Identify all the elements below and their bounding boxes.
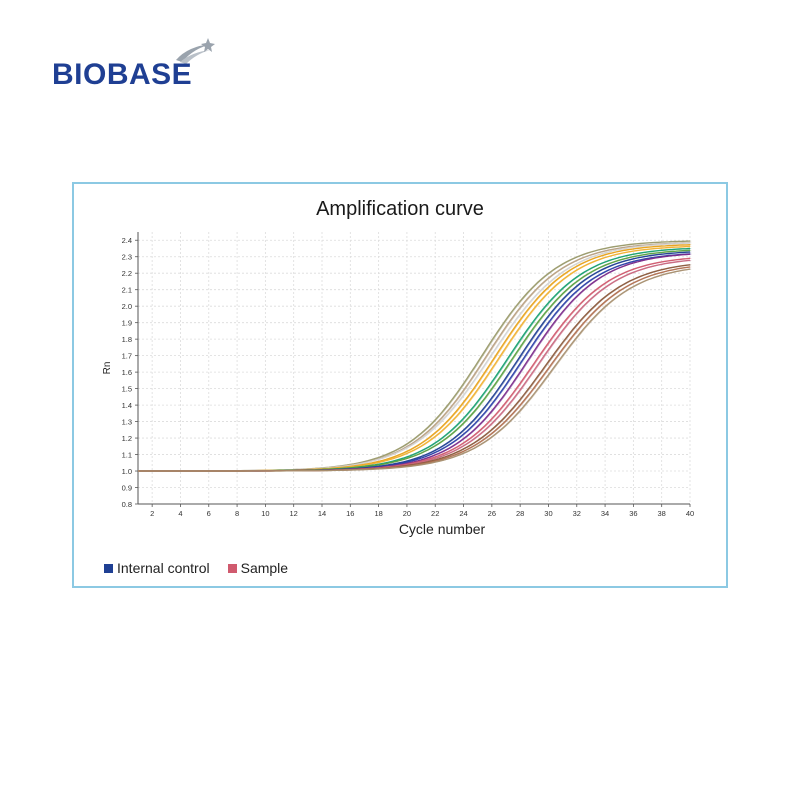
x-tick-label: 12 bbox=[290, 509, 298, 518]
y-tick-label: 1.1 bbox=[122, 451, 132, 460]
series-line-replicate bbox=[139, 260, 692, 472]
y-tick-label: 1.7 bbox=[122, 352, 132, 361]
legend-item-internal-control: Internal control bbox=[104, 560, 210, 576]
chart-panel: Amplification curve 0.8 0.9 1.0 1.1 1.2 1.3 1.… bbox=[72, 182, 728, 588]
series-line-replicate bbox=[139, 268, 692, 472]
y-tick-label: 1.5 bbox=[122, 385, 132, 394]
series-line-replicate bbox=[139, 264, 692, 472]
swoosh-star-logo-icon bbox=[176, 38, 215, 64]
x-tick-label: 8 bbox=[235, 509, 239, 518]
y-tick-label: 1.0 bbox=[122, 467, 132, 476]
chart-legend: Internal control Sample bbox=[104, 558, 306, 578]
x-tick-label: 14 bbox=[318, 509, 326, 518]
legend-label-sample: Sample bbox=[240, 560, 289, 576]
x-tick-label: 40 bbox=[686, 509, 694, 518]
brand-name: BIOBASE bbox=[52, 58, 193, 91]
x-tick-label: 2 bbox=[150, 509, 154, 518]
x-tick-label: 10 bbox=[261, 509, 269, 518]
series-line bbox=[138, 244, 691, 472]
y-tick-label: 2.3 bbox=[122, 253, 132, 262]
x-tick-label: 18 bbox=[374, 509, 382, 518]
brand-logo: BIOBASE bbox=[52, 36, 222, 96]
x-tick-label: 34 bbox=[601, 509, 609, 518]
series-line-replicate bbox=[139, 244, 692, 472]
y-tick-label: 2.1 bbox=[122, 286, 132, 295]
legend-item-sample: Sample bbox=[227, 560, 289, 576]
y-tick-label: 0.9 bbox=[122, 484, 132, 493]
series-line bbox=[138, 242, 691, 472]
legend-label-internal-control: Internal control bbox=[117, 560, 210, 576]
series-line-replicate bbox=[139, 242, 692, 472]
x-tick-label: 4 bbox=[178, 509, 182, 518]
y-tick-label: 2.0 bbox=[122, 302, 132, 311]
series-line-replicate bbox=[139, 242, 692, 472]
legend-swatch-internal-control bbox=[104, 563, 113, 573]
x-tick-label: 20 bbox=[403, 509, 411, 518]
x-tick-label: 22 bbox=[431, 509, 439, 518]
x-tick-label: 24 bbox=[459, 509, 467, 518]
x-tick-label: 6 bbox=[207, 509, 211, 518]
chart-title: Amplification curve bbox=[316, 198, 484, 220]
y-tick-label: 1.4 bbox=[122, 401, 132, 410]
y-tick-label: 1.6 bbox=[122, 368, 132, 377]
y-tick-label: 1.3 bbox=[122, 418, 132, 427]
x-tick-label: 36 bbox=[629, 509, 637, 518]
series-line bbox=[138, 240, 691, 472]
y-axis-label: Rn bbox=[102, 362, 113, 375]
x-tick-label: 38 bbox=[658, 509, 666, 518]
x-tick-label: 26 bbox=[488, 509, 496, 518]
legend-swatch-sample bbox=[227, 563, 237, 573]
y-tick-label: 1.2 bbox=[122, 434, 132, 443]
x-tick-label: 16 bbox=[346, 509, 354, 518]
y-tick-label: 1.9 bbox=[122, 319, 132, 328]
x-tick-label: 30 bbox=[544, 509, 552, 518]
x-axis-label: Cycle number bbox=[399, 521, 486, 537]
x-tick-label: 32 bbox=[573, 509, 581, 518]
series-line bbox=[138, 242, 691, 472]
y-tick-label: 0.8 bbox=[122, 500, 132, 509]
series-line bbox=[138, 245, 691, 472]
series-line-replicate bbox=[139, 266, 692, 472]
series-line-replicate bbox=[139, 240, 692, 472]
y-tick-label: 1.8 bbox=[122, 335, 132, 344]
y-tick-label: 2.2 bbox=[122, 269, 132, 278]
y-tick-label: 2.4 bbox=[122, 236, 132, 245]
series-line bbox=[138, 266, 691, 472]
x-tick-label: 28 bbox=[516, 509, 524, 518]
amplification-chart: 0.8 0.9 1.0 1.1 1.2 1.3 1.4 1.5 1.6 1.7 1.8 1.9 2.0 2… bbox=[102, 232, 694, 537]
